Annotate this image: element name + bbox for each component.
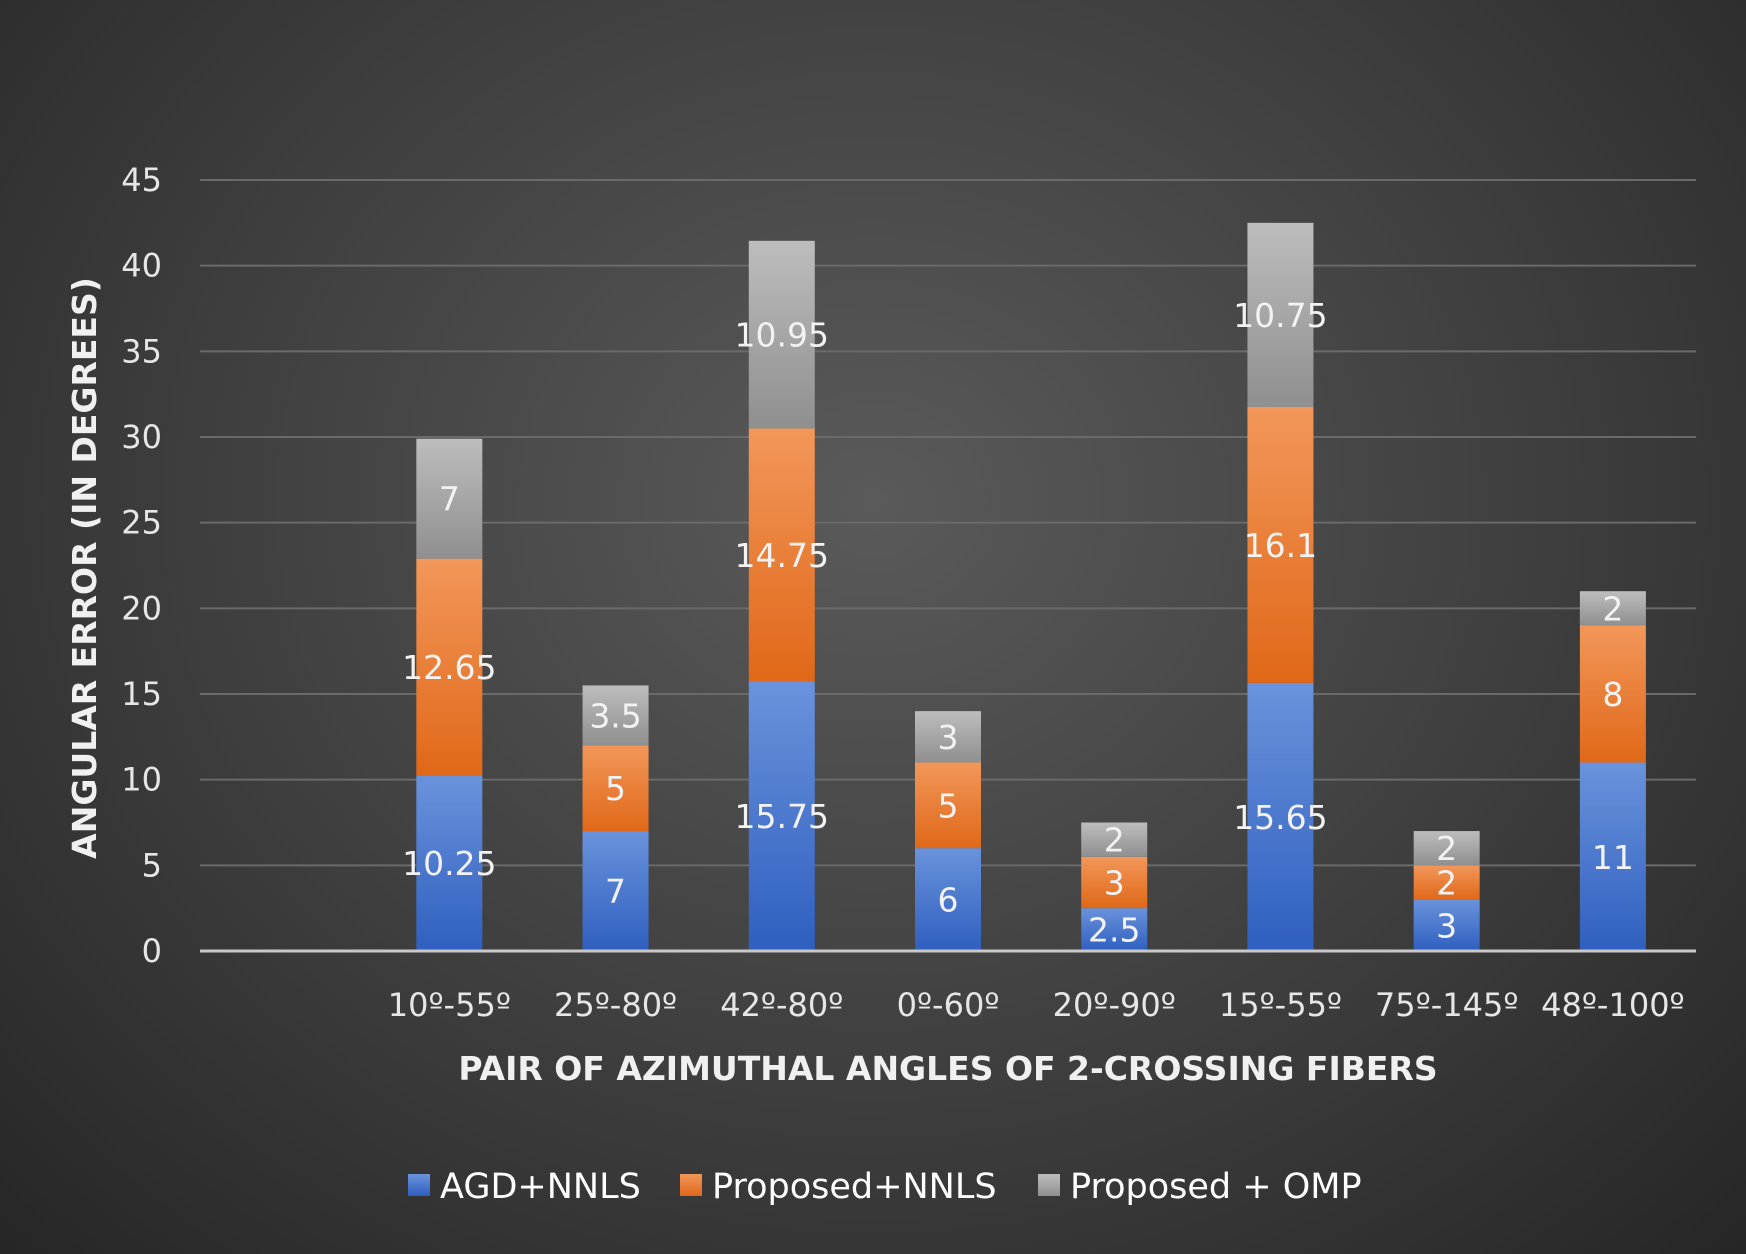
data-label: 2 xyxy=(1436,829,1457,868)
bar-segment xyxy=(1247,682,1314,951)
y-axis-ticks: 0 5 10 15 20 25 30 35 40 45 xyxy=(121,161,162,970)
data-label: 2 xyxy=(1104,821,1125,860)
bar-segment xyxy=(582,745,649,832)
bar-segment xyxy=(1413,899,1480,951)
y-axis-title: ANGULAR ERROR (IN DEGREES) xyxy=(65,277,104,859)
bar-segment xyxy=(748,240,815,429)
legend: AGD+NNLS Proposed+NNLS Proposed + OMP xyxy=(408,1167,1362,1207)
data-label: 3 xyxy=(1436,906,1457,945)
data-label: 7 xyxy=(439,480,460,519)
data-label: 5 xyxy=(605,769,626,808)
bar-segment xyxy=(416,775,483,951)
bar-segment xyxy=(748,681,815,951)
bar-segment xyxy=(1247,407,1314,683)
bar-segment xyxy=(915,762,981,849)
bar-segment xyxy=(1081,856,1148,909)
data-label: 15.75 xyxy=(735,797,829,836)
data-label: 3.5 xyxy=(589,696,641,735)
legend-label: AGD+NNLS xyxy=(440,1167,641,1207)
y-tick-label: 45 xyxy=(121,161,162,199)
data-label: 6 xyxy=(938,881,959,920)
data-label: 3 xyxy=(938,718,959,757)
bar-segment xyxy=(1579,591,1646,626)
data-label: 12.65 xyxy=(402,648,496,687)
bar-segment xyxy=(1081,908,1148,951)
legend-label: Proposed+NNLS xyxy=(712,1167,997,1207)
x-tick-label: 0º-60º xyxy=(897,986,1000,1024)
y-tick-label: 30 xyxy=(121,418,162,456)
x-tick-label: 42º-80º xyxy=(720,986,843,1024)
data-label: 8 xyxy=(1602,675,1623,714)
x-axis-title: PAIR OF AZIMUTHAL ANGLES OF 2-CROSSING F… xyxy=(458,1049,1437,1088)
data-label: 14.75 xyxy=(735,536,829,575)
data-label: 2 xyxy=(1436,863,1457,902)
bar-segment xyxy=(1413,865,1480,900)
x-tick-label: 48º-100º xyxy=(1541,986,1685,1024)
data-label: 10.75 xyxy=(1233,296,1327,335)
bar-segment xyxy=(748,428,815,682)
x-tick-label: 10º-55º xyxy=(388,986,511,1024)
y-tick-label: 5 xyxy=(142,846,162,884)
x-tick-label: 15º-55º xyxy=(1219,986,1342,1024)
y-tick-label: 15 xyxy=(121,675,162,713)
data-label: 10.25 xyxy=(402,844,496,883)
data-label: 7 xyxy=(605,872,626,911)
data-label: 15.65 xyxy=(1233,798,1327,837)
bar-segment xyxy=(582,831,649,951)
x-tick-label: 20º-90º xyxy=(1053,986,1176,1024)
data-label: 16.1 xyxy=(1244,526,1317,565)
x-tick-label: 75º-145º xyxy=(1375,986,1519,1024)
bar-segment xyxy=(1579,762,1646,951)
legend-swatch xyxy=(680,1174,702,1196)
y-tick-label: 40 xyxy=(121,247,162,285)
legend-label: Proposed + OMP xyxy=(1070,1167,1362,1207)
bar-segment xyxy=(915,848,981,951)
bar-segment xyxy=(582,685,649,746)
y-tick-label: 10 xyxy=(121,761,162,799)
y-tick-label: 25 xyxy=(121,504,162,542)
bar-segment xyxy=(1413,831,1480,866)
data-label: 11 xyxy=(1592,838,1634,877)
bar-segment xyxy=(1247,222,1314,408)
x-axis-ticks: 10º-55º 25º-80º 42º-80º 0º-60º 20º-90º 15º-55… xyxy=(388,986,1685,1024)
bar-segment xyxy=(1579,625,1646,763)
data-label: 5 xyxy=(938,786,959,825)
y-tick-label: 35 xyxy=(121,332,162,370)
bar-segment xyxy=(1081,822,1148,857)
bar-segment xyxy=(416,438,483,559)
data-label: 10.95 xyxy=(735,316,829,355)
y-tick-label: 20 xyxy=(121,589,162,627)
x-tick-label: 25º-80º xyxy=(554,986,677,1024)
y-tick-label: 0 xyxy=(142,932,162,970)
bars xyxy=(416,222,1646,951)
bar-segment xyxy=(915,711,981,763)
data-label: 3 xyxy=(1104,863,1125,902)
data-label: 2.5 xyxy=(1088,911,1140,950)
bar-segment xyxy=(416,558,483,776)
legend-swatch xyxy=(408,1174,430,1196)
data-label: 2 xyxy=(1602,589,1623,628)
legend-swatch xyxy=(1038,1174,1060,1196)
data-labels: 10.2512.657753.515.7514.7510.956532.5321… xyxy=(402,296,1634,950)
